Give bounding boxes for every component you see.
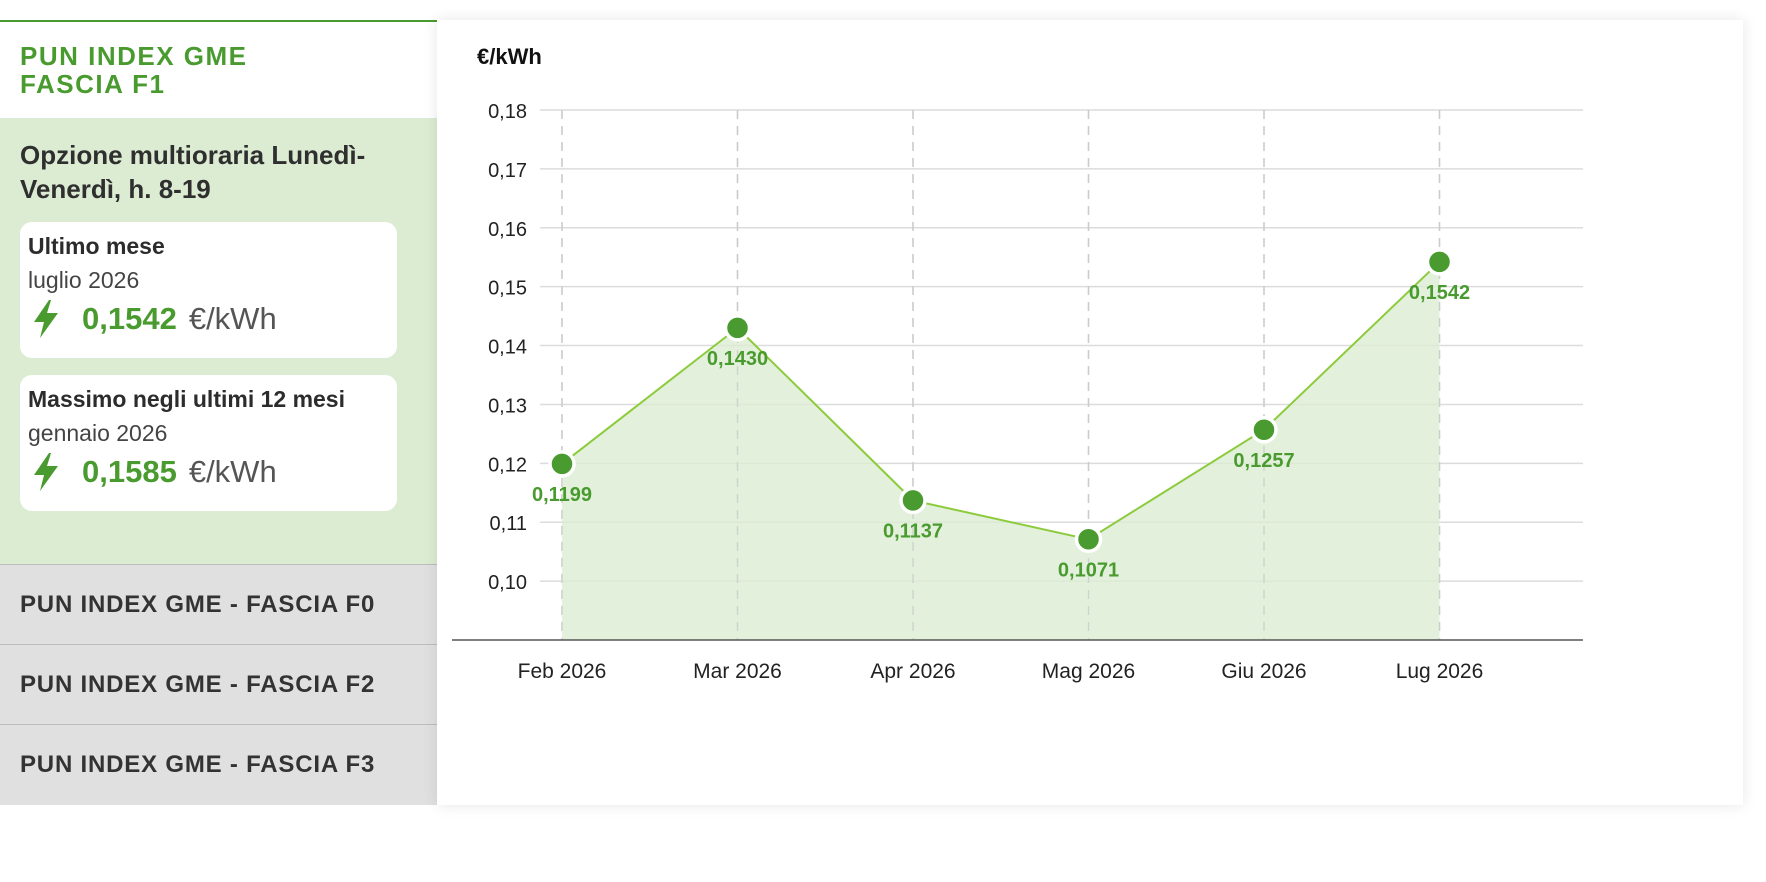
card-period: gennaio 2026	[28, 420, 168, 446]
accordion-item-f2[interactable]: PUN INDEX GME - FASCIA F2	[0, 644, 437, 724]
x-tick-label: Mar 2026	[693, 660, 782, 683]
accordion-header-f1[interactable]: PUN INDEX GME FASCIA F1	[0, 22, 437, 118]
data-label: 0,1257	[1233, 450, 1294, 472]
y-tick-label: 0,15	[488, 278, 527, 300]
card-period: luglio 2026	[28, 267, 140, 293]
data-label: 0,1199	[532, 484, 592, 506]
accordion-item-f1-expanded: PUN INDEX GME FASCIA F1 Opzione multiora…	[0, 20, 437, 566]
y-tick-label: 0,13	[488, 395, 527, 417]
data-label: 0,1137	[883, 520, 943, 542]
accordion-title-f1: PUN INDEX GME FASCIA F1	[20, 41, 248, 99]
data-point	[1074, 525, 1103, 554]
x-tick-label: Giu 2026	[1221, 660, 1306, 683]
card-title: Ultimo mese	[28, 233, 165, 259]
series-area	[562, 261, 1440, 640]
accordion-item-f0[interactable]: PUN INDEX GME - FASCIA F0	[0, 564, 437, 644]
data-point	[1250, 416, 1278, 444]
price-chart: 0,10 0,11 0,12 0,13 0,14 0,15 0,16 0,17 0,18 0,11…	[452, 101, 1583, 683]
data-point	[548, 450, 576, 478]
data-point	[723, 314, 752, 342]
data-label: 0,1071	[1058, 559, 1119, 581]
y-tick-label: 0,17	[488, 160, 527, 182]
y-axis-unit-label: €/kWh	[477, 44, 542, 69]
last-month-card: Ultimo mese luglio 2026 0,1542 €/kWh	[20, 222, 397, 358]
lightning-bolt-icon	[34, 453, 58, 491]
y-tick-label: 0,18	[488, 101, 527, 123]
card-unit: €/kWh	[188, 454, 277, 489]
x-tick-label: Feb 2026	[518, 660, 607, 683]
card-value: 0,1542	[82, 301, 177, 336]
x-tick-label: Apr 2026	[870, 660, 955, 683]
y-tick-label: 0,10	[488, 572, 527, 594]
x-tick-label: Lug 2026	[1396, 660, 1484, 683]
data-point	[1425, 248, 1454, 276]
card-unit: €/kWh	[188, 301, 277, 336]
accordion-item-f3[interactable]: PUN INDEX GME - FASCIA F3	[0, 724, 437, 805]
data-label: 0,1430	[707, 348, 768, 370]
data-point	[899, 486, 927, 515]
series-line	[561, 261, 1441, 541]
y-tick-label: 0,16	[488, 219, 527, 241]
card-title: Massimo negli ultimi 12 mesi	[28, 386, 345, 412]
y-tick-label: 0,12	[488, 454, 527, 476]
sidebar: PUN INDEX GME FASCIA F1 Opzione multiora…	[0, 0, 437, 805]
card-value: 0,1585	[82, 454, 177, 489]
x-tick-label: Mag 2026	[1042, 660, 1135, 683]
data-label: 0,1542	[1409, 282, 1470, 304]
max-12-months-card: Massimo negli ultimi 12 mesi gennaio 202…	[20, 375, 397, 511]
y-tick-label: 0,14	[488, 337, 527, 359]
chart-panel: €/kWh 0,10 0,11 0,12 0,13 0,14 0,15 0,16 0,17 0,…	[437, 20, 1743, 805]
y-tick-label: 0,11	[490, 513, 527, 535]
option-description: Opzione multioraria Lunedì-Venerdì, h. 8…	[20, 140, 366, 204]
lightning-bolt-icon	[34, 300, 58, 338]
